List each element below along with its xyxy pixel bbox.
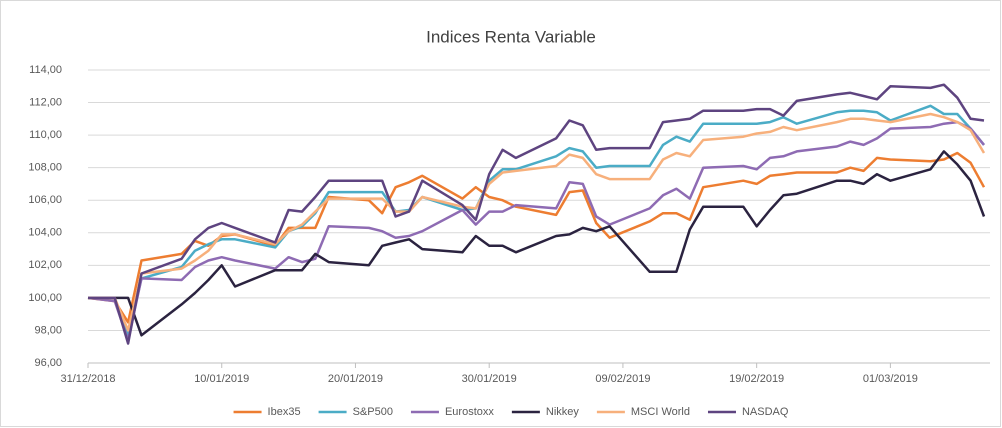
legend-label: Nikkey [546, 406, 580, 418]
x-tick-label: 19/02/2019 [729, 373, 784, 385]
x-tick-label: 10/01/2019 [194, 373, 249, 385]
y-tick-label: 114,00 [29, 64, 62, 76]
chart-title: Indices Renta Variable [426, 27, 596, 46]
y-tick-label: 96,00 [34, 357, 62, 369]
y-tick-label: 112,00 [29, 96, 62, 108]
y-tick-label: 108,00 [28, 162, 62, 174]
x-tick-label: 20/01/2019 [328, 373, 383, 385]
y-tick-label: 100,00 [28, 292, 62, 304]
x-tick-label: 01/03/2019 [863, 373, 918, 385]
y-tick-label: 104,00 [28, 227, 62, 239]
x-tick-label: 31/12/2018 [60, 373, 115, 385]
series-line [88, 83, 985, 345]
legend-label: Eurostoxx [445, 406, 494, 418]
series-line [88, 112, 986, 332]
legend-label: NASDAQ [742, 406, 789, 418]
legend-label: S&P500 [353, 406, 393, 418]
y-tick-label: 110,00 [29, 129, 62, 141]
x-tick-label: 09/02/2019 [595, 373, 650, 385]
y-tick-label: 98,00 [34, 324, 62, 336]
y-tick-label: 106,00 [28, 194, 62, 206]
x-tick-label: 30/01/2019 [462, 373, 517, 385]
y-tick-label: 102,00 [28, 259, 62, 271]
series-line [88, 150, 986, 337]
legend-label: Ibex35 [268, 406, 301, 418]
legend-label: MSCI World [631, 406, 690, 418]
series-line [87, 120, 985, 342]
series-line [88, 104, 985, 337]
